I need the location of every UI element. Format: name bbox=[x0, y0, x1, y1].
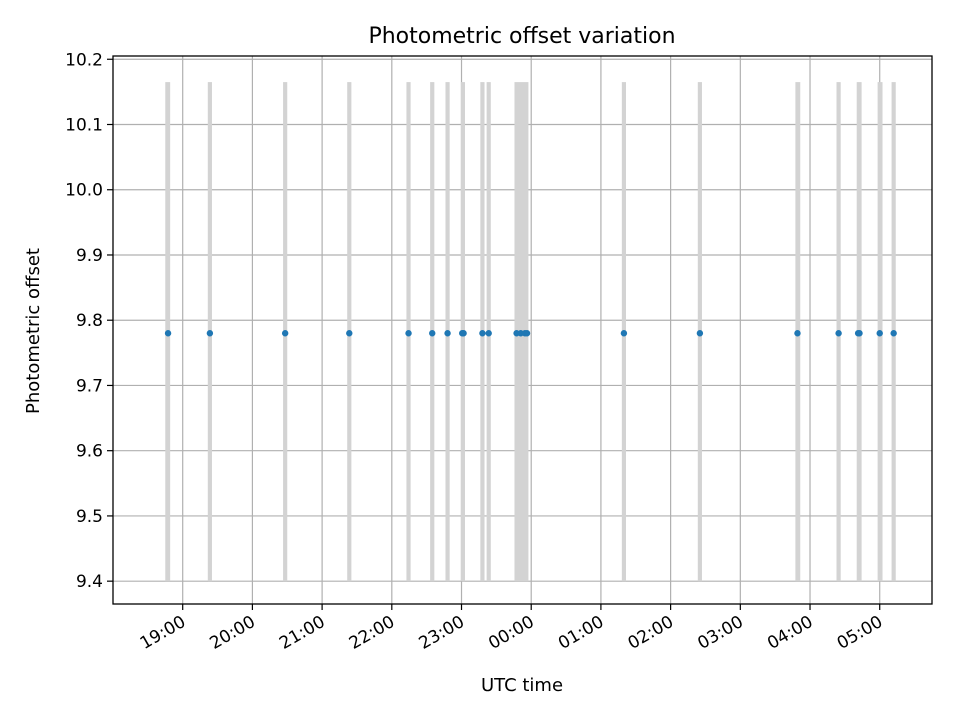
data-point-9 bbox=[479, 330, 486, 337]
data-point-21 bbox=[876, 330, 883, 337]
y-tick-label-7: 10.1 bbox=[65, 116, 103, 136]
data-point-5 bbox=[429, 330, 436, 337]
data-point-15 bbox=[620, 330, 628, 337]
y-axis-ticks: 9.4 9.5 9.6 9.7 9.8 9.9 10.0 10.1 10.2 bbox=[65, 50, 113, 592]
data-point-10 bbox=[485, 330, 492, 337]
y-tick-label-0: 9.4 bbox=[76, 572, 103, 592]
y-axis-label: Photometric offset bbox=[23, 248, 44, 414]
chart-title: Photometric offset variation bbox=[368, 24, 675, 49]
y-tick-label-5: 9.9 bbox=[76, 246, 103, 266]
plot-frame bbox=[112, 55, 933, 605]
y-tick-label-6: 10.0 bbox=[65, 181, 103, 201]
data-point-18 bbox=[835, 330, 842, 337]
y-tick-label-8: 10.2 bbox=[65, 50, 103, 70]
data-point-14 bbox=[523, 330, 531, 337]
data-point-20 bbox=[856, 330, 863, 337]
x-axis-label: UTC time bbox=[481, 675, 563, 696]
data-point-0 bbox=[164, 330, 172, 337]
y-tick-label-4: 9.8 bbox=[76, 311, 103, 331]
data-point-2 bbox=[281, 330, 289, 337]
y-tick-label-1: 9.5 bbox=[76, 507, 103, 527]
data-point-6 bbox=[444, 330, 451, 337]
data-point-1 bbox=[206, 330, 214, 337]
data-point-8 bbox=[460, 330, 467, 337]
data-points bbox=[164, 330, 897, 337]
data-point-17 bbox=[794, 330, 801, 337]
data-point-3 bbox=[346, 330, 353, 337]
data-point-22 bbox=[890, 330, 897, 337]
data-point-4 bbox=[405, 330, 412, 337]
y-tick-label-2: 9.6 bbox=[76, 442, 103, 462]
data-point-16 bbox=[696, 330, 704, 337]
y-tick-label-3: 9.7 bbox=[76, 376, 103, 396]
